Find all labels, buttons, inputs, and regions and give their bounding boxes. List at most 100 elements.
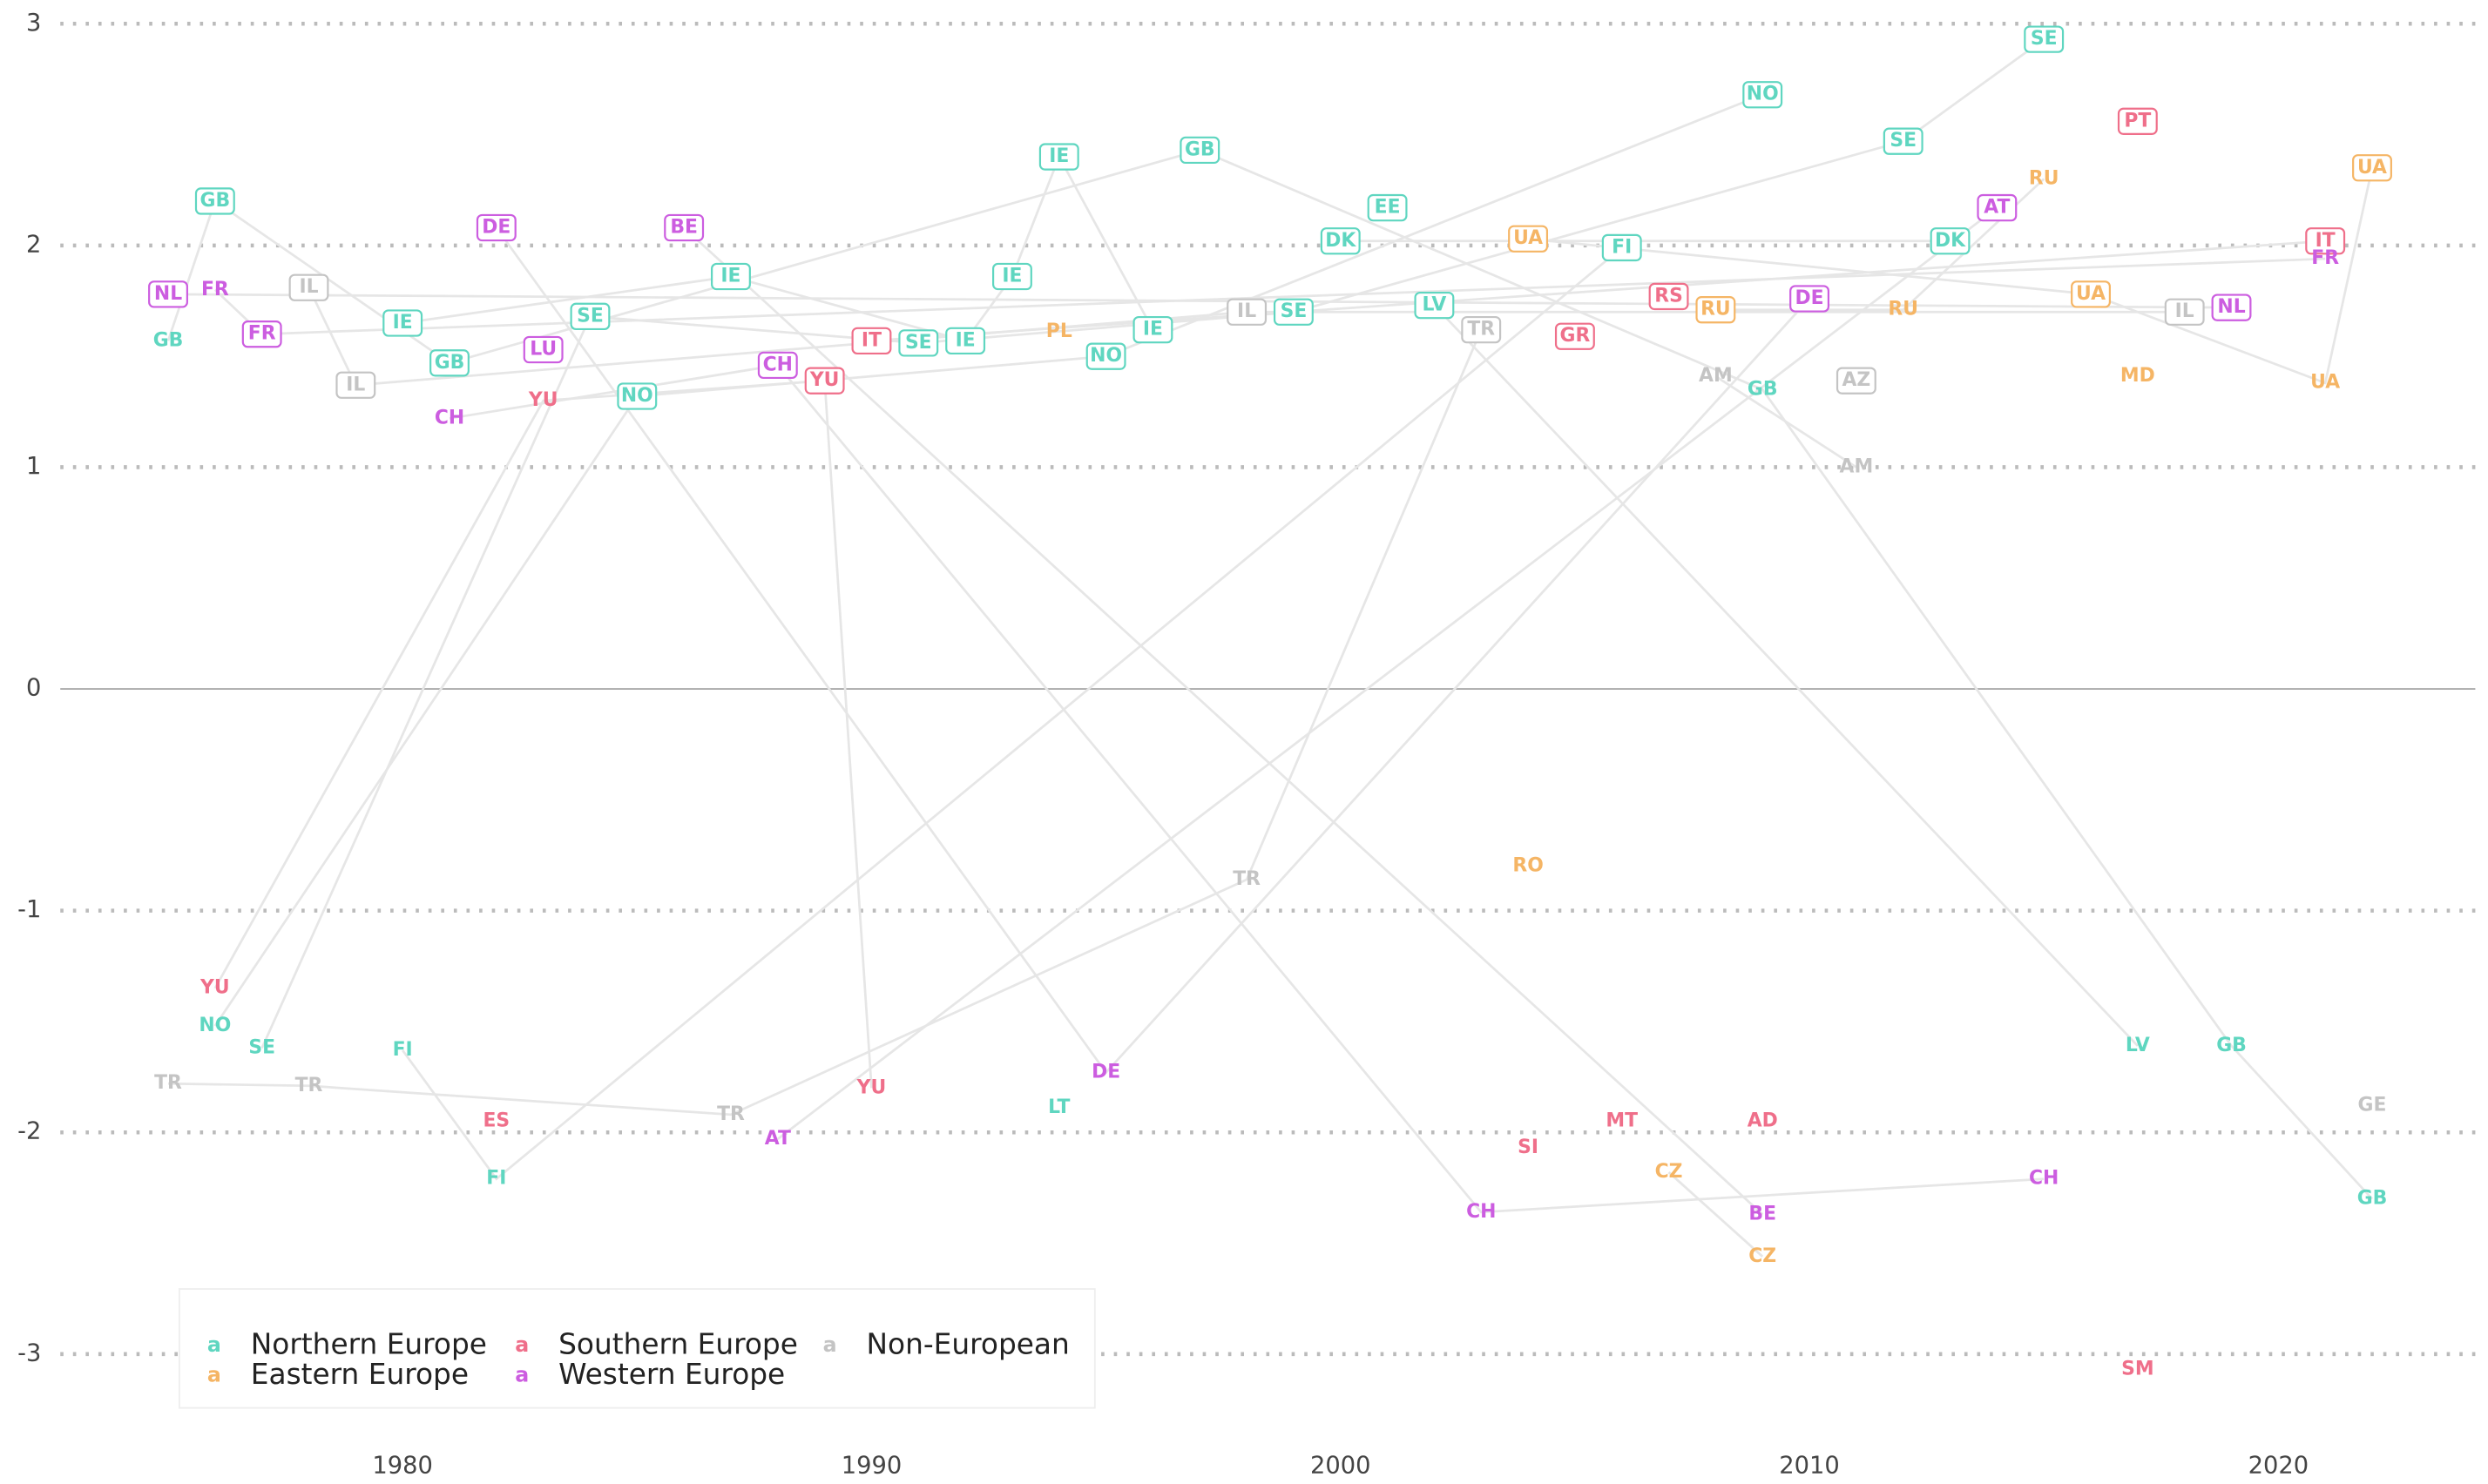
- point-label: TR: [1467, 319, 1495, 341]
- legend: a Northern Europe a Eastern Europe a Southern…: [178, 1288, 1096, 1409]
- point-label: SI: [1518, 1137, 1538, 1158]
- country-line: [1527, 167, 2374, 385]
- point-label: EE: [1375, 197, 1401, 219]
- point-label: CZ: [1748, 1245, 1776, 1267]
- y-tick-label: -2: [17, 1118, 41, 1145]
- point-label: GE: [2358, 1095, 2387, 1116]
- point-label: DK: [1325, 230, 1356, 252]
- point-label: IE: [956, 329, 976, 351]
- point-label: FR: [2311, 247, 2339, 269]
- legend-key: a: [207, 1363, 221, 1387]
- winner-box: [1695, 296, 1736, 324]
- winner-box: [992, 262, 1032, 291]
- legend-key: a: [207, 1332, 221, 1357]
- point-label: TR: [1233, 868, 1261, 890]
- y-tick-label: -3: [17, 1339, 41, 1366]
- winner-box: [1461, 315, 1502, 344]
- point-label: AT: [765, 1128, 791, 1150]
- point-label: RU: [1700, 299, 1731, 320]
- legend-key: a: [823, 1332, 837, 1357]
- country-line: [1667, 1171, 1764, 1258]
- winner-box: [1601, 233, 1642, 262]
- point-label: UA: [2357, 157, 2387, 179]
- grid: -3 -2 -1 0 1 2 3 1980 1990 2000 2010 2020: [17, 10, 2476, 1479]
- point-label: CH: [435, 407, 464, 428]
- point-label: FI: [1612, 236, 1632, 258]
- point-label: MD: [2120, 365, 2155, 387]
- legend-label: Northern Europe: [251, 1328, 487, 1361]
- winner-box: [1367, 193, 1408, 222]
- winner-box: [2117, 107, 2158, 135]
- point-label: AZ: [1842, 369, 1871, 391]
- winner-box: [1883, 127, 1923, 155]
- legend-label: Non-European: [867, 1328, 1070, 1361]
- winner-box: [945, 327, 986, 355]
- point-label: IE: [393, 312, 413, 334]
- winner-box: [1273, 298, 1314, 326]
- point-label: GB: [1748, 378, 1778, 400]
- winner-box: [148, 280, 188, 308]
- point-label: SE: [1281, 300, 1308, 322]
- legend-label: Southern Europe: [558, 1328, 798, 1361]
- point-label: GB: [2357, 1188, 2388, 1210]
- country-line: [871, 239, 2326, 342]
- point-label: FI: [486, 1168, 506, 1190]
- point-label: TR: [295, 1075, 323, 1096]
- point-label: AT: [1984, 197, 2010, 219]
- point-label: FI: [393, 1039, 413, 1061]
- winner-box: [429, 349, 470, 377]
- country-line: [495, 226, 1811, 1075]
- point-label: NO: [1090, 345, 1122, 367]
- winner-box: [804, 367, 845, 395]
- winner-box: [335, 371, 376, 399]
- winner-box: [2164, 298, 2205, 326]
- point-label: AD: [1748, 1110, 1778, 1132]
- point-label: SE: [905, 332, 932, 354]
- point-label: YU: [856, 1076, 887, 1098]
- point-label: PL: [1046, 320, 1072, 342]
- winner-box: [664, 213, 705, 242]
- point-label: FR: [248, 323, 276, 345]
- winner-box: [1977, 193, 2018, 222]
- winner-box: [1836, 367, 1876, 395]
- point-label: CZ: [1655, 1161, 1683, 1183]
- winner-box: [2305, 227, 2346, 255]
- winner-box: [476, 213, 517, 242]
- point-label: SE: [577, 305, 604, 327]
- point-label: BE: [1748, 1203, 1776, 1224]
- point-label: NL: [2217, 296, 2245, 318]
- point-label: AM: [1840, 455, 1874, 477]
- x-tick-label: 1980: [372, 1452, 432, 1479]
- winner-box: [570, 302, 611, 330]
- winner-box: [1180, 136, 1220, 165]
- legend-box: [178, 1288, 1096, 1409]
- y-tick-label: 1: [26, 453, 41, 480]
- y-tick-label: 2: [26, 231, 41, 258]
- point-label: NO: [621, 385, 653, 407]
- country-line: [683, 226, 1764, 1216]
- country-line: [1714, 374, 1857, 469]
- y-tick-label: -1: [17, 896, 41, 923]
- point-label: IL: [299, 276, 318, 298]
- point-label: DE: [482, 217, 510, 239]
- point-label: CH: [2029, 1168, 2059, 1190]
- point-label: IE: [1143, 319, 1163, 341]
- winner-box: [757, 351, 798, 380]
- winner-box: [1227, 298, 1268, 326]
- point-label: IL: [2175, 300, 2194, 322]
- point-label: ES: [483, 1110, 510, 1132]
- point-label: SE: [248, 1036, 275, 1058]
- point-label: NO: [1747, 84, 1779, 105]
- point-label: TR: [717, 1103, 745, 1125]
- point-label: GB: [1185, 138, 1215, 160]
- winner-box: [194, 187, 235, 215]
- point-label: LT: [1048, 1096, 1070, 1118]
- point-label: GB: [200, 190, 231, 212]
- point-label: IT: [2316, 230, 2336, 252]
- point-label: AM: [1699, 365, 1733, 387]
- winner-box: [2024, 25, 2065, 53]
- legend-label: Eastern Europe: [251, 1358, 469, 1391]
- point-label: IE: [720, 266, 740, 287]
- point-label: LU: [530, 339, 557, 361]
